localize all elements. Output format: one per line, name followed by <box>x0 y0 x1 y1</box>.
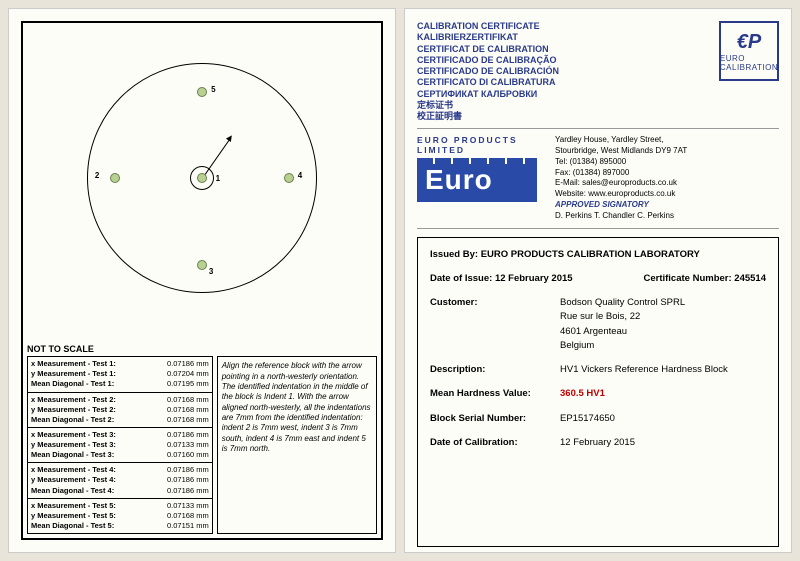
indent-dot-5 <box>197 87 207 97</box>
indent-label-5: 5 <box>211 85 215 94</box>
customer-value: Bodson Quality Control SPRL Rue sur le B… <box>560 296 685 353</box>
cert-title-line: CERTIFICADO DE CALIBRACIÓN <box>417 66 559 77</box>
serial-line: Block Serial Number: EP15174650 <box>430 412 766 426</box>
indent-label-4: 4 <box>298 171 302 180</box>
email: E-Mail: sales@europroducts.co.uk <box>555 178 779 189</box>
euro-brand: EURO PRODUCTS LIMITED Euro <box>417 135 547 221</box>
cust3: 4601 Argenteau <box>560 325 685 339</box>
customer-line: Customer: Bodson Quality Control SPRL Ru… <box>430 296 766 353</box>
instructions-box: Align the reference block with the arrow… <box>217 356 377 534</box>
measurement-block: x Measurement - Test 4:0.07186 mmy Measu… <box>28 463 212 498</box>
left-frame: 1 2 3 4 5 NOT TO SCALE x Measurement - T… <box>21 21 383 540</box>
customer-label: Customer: <box>430 296 560 353</box>
indent-dot-3 <box>197 260 207 270</box>
cust1: Bodson Quality Control SPRL <box>560 296 685 310</box>
cert-title-line: СЕРТИФИКАТ КАЛБРОВКИ <box>417 89 559 100</box>
logo-ec: EURO CALIBRATION <box>720 54 778 72</box>
company-info: Yardley House, Yardley Street, Stourbrid… <box>555 135 779 221</box>
epl-title: EURO PRODUCTS LIMITED <box>417 135 547 155</box>
cert-title-line: 校正証明書 <box>417 111 559 122</box>
date-issue-label: Date of Issue: <box>430 273 492 284</box>
date-issue-value: 12 February 2015 <box>495 273 573 284</box>
measurement-block: x Measurement - Test 1:0.07186 mmy Measu… <box>28 357 212 392</box>
cert-title-line: KALIBRIERZERTIFIKAT <box>417 32 559 43</box>
web: Website: www.europroducts.co.uk <box>555 189 779 200</box>
issued-by-label: Issued By: <box>430 249 478 260</box>
left-page: 1 2 3 4 5 NOT TO SCALE x Measurement - T… <box>8 8 396 553</box>
cert-title-line: CERTIFICADO DE CALIBRAÇÃO <box>417 55 559 66</box>
desc-value: HV1 Vickers Reference Hardness Block <box>560 363 728 377</box>
logo-ep: €P <box>737 31 761 54</box>
indent-dot-4 <box>284 173 294 183</box>
measurement-block: x Measurement - Test 2:0.07168 mmy Measu… <box>28 393 212 428</box>
bottom-grid: x Measurement - Test 1:0.07186 mmy Measu… <box>27 356 377 534</box>
issued-by-value: EURO PRODUCTS CALIBRATION LABORATORY <box>481 249 700 260</box>
measurement-block: x Measurement - Test 3:0.07186 mmy Measu… <box>28 428 212 463</box>
reference-circle: 1 2 3 4 5 <box>87 63 317 293</box>
issue-row: Date of Issue: 12 February 2015 Certific… <box>430 272 766 286</box>
not-to-scale: NOT TO SCALE <box>27 344 377 354</box>
serial-value: EP15174650 <box>560 412 615 426</box>
mean-value: 360.5 HV1 <box>560 387 605 401</box>
approved-signatory: APPROVED SIGNATORY <box>555 200 779 211</box>
tel: Tel: (01384) 895000 <box>555 157 779 168</box>
certificate-titles: CALIBRATION CERTIFICATEKALIBRIERZERTIFIK… <box>417 21 559 122</box>
arrow-icon <box>202 137 231 179</box>
description-line: Description: HV1 Vickers Reference Hardn… <box>430 363 766 377</box>
addr2: Stourbridge, West Midlands DY9 7AT <box>555 146 779 157</box>
cert-no-label: Certificate Number: <box>643 273 731 284</box>
addr1: Yardley House, Yardley Street, <box>555 135 779 146</box>
datecal-line: Date of Calibration: 12 February 2015 <box>430 436 766 450</box>
datecal-label: Date of Calibration: <box>430 436 560 450</box>
cert-title-line: CERTIFICATO DI CALIBRATURA <box>417 77 559 88</box>
indent-dot-2 <box>110 173 120 183</box>
datecal-value: 12 February 2015 <box>560 436 635 450</box>
cert-title-line: CALIBRATION CERTIFICATE <box>417 21 559 32</box>
mean-hardness-line: Mean Hardness Value: 360.5 HV1 <box>430 387 766 401</box>
cust2: Rue sur le Bois, 22 <box>560 310 685 324</box>
desc-label: Description: <box>430 363 560 377</box>
right-page: CALIBRATION CERTIFICATEKALIBRIERZERTIFIK… <box>404 8 792 553</box>
company-block: EURO PRODUCTS LIMITED Euro Yardley House… <box>417 135 779 228</box>
serial-label: Block Serial Number: <box>430 412 560 426</box>
fax: Fax: (01384) 897000 <box>555 168 779 179</box>
mean-label: Mean Hardness Value: <box>430 387 560 401</box>
euro-logo-block: Euro <box>417 158 537 202</box>
measurements-table: x Measurement - Test 1:0.07186 mmy Measu… <box>27 356 213 534</box>
certificate-body: Issued By: EURO PRODUCTS CALIBRATION LAB… <box>417 237 779 547</box>
cert-title-line: 定标证书 <box>417 100 559 111</box>
issued-by-line: Issued By: EURO PRODUCTS CALIBRATION LAB… <box>430 248 766 262</box>
diagram-area: 1 2 3 4 5 <box>27 27 377 342</box>
indent-label-3: 3 <box>209 267 213 276</box>
cert-title-line: CERTIFICAT DE CALIBRATION <box>417 44 559 55</box>
euro-calibration-logo: €P EURO CALIBRATION <box>719 21 779 81</box>
indent-dot-1 <box>197 173 207 183</box>
signatories: D. Perkins T. Chandler C. Perkins <box>555 211 779 222</box>
indent-label-2: 2 <box>95 171 99 180</box>
header-block: CALIBRATION CERTIFICATEKALIBRIERZERTIFIK… <box>417 21 779 129</box>
measurement-block: x Measurement - Test 5:0.07133 mmy Measu… <box>28 499 212 533</box>
cust4: Belgium <box>560 339 685 353</box>
indent-label-1: 1 <box>216 174 220 183</box>
cert-no-value: 245514 <box>734 273 766 284</box>
